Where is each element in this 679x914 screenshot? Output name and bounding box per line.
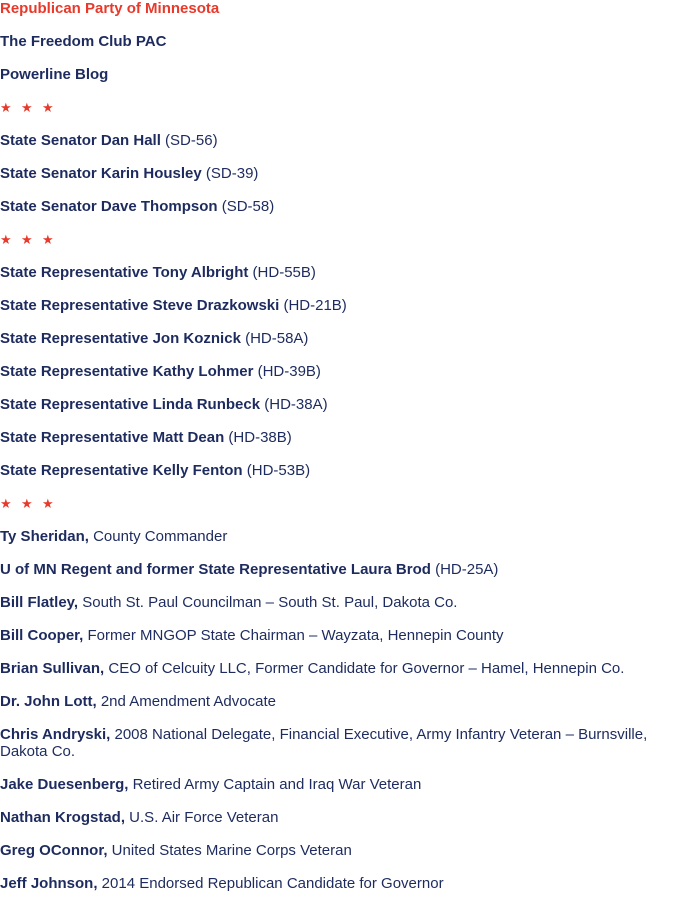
endorser-name: Bill Flatley, bbox=[0, 594, 79, 611]
endorsement-item: The Freedom Club PAC bbox=[0, 33, 679, 50]
star-icon: ★ bbox=[21, 232, 33, 247]
endorser-name: U of MN Regent and former State Represen… bbox=[0, 561, 431, 578]
endorsement-item: Ty Sheridan, County Commander bbox=[0, 528, 679, 545]
endorser-name: State Representative Kelly Fenton bbox=[0, 462, 243, 479]
endorser-name: Dr. John Lott, bbox=[0, 693, 97, 710]
star-icon: ★ bbox=[0, 232, 12, 247]
endorser-detail: CEO of Celcuity LLC, Former Candidate fo… bbox=[104, 660, 625, 677]
endorser-name: Chris Andryski, bbox=[0, 726, 111, 743]
star-icon: ★ bbox=[42, 496, 54, 511]
endorsement-item: Nathan Krogstad, U.S. Air Force Veteran bbox=[0, 809, 679, 826]
star-separator: ★ ★ ★ bbox=[0, 231, 679, 248]
endorser-detail: (SD-39) bbox=[201, 165, 259, 182]
endorser-name: Republican Party of Minnesota bbox=[0, 0, 220, 17]
endorser-name: State Senator Dan Hall bbox=[0, 132, 161, 149]
endorsement-item: State Senator Dave Thompson (SD-58) bbox=[0, 198, 679, 215]
endorser-detail: United States Marine Corps Veteran bbox=[107, 842, 352, 859]
endorser-detail: (HD-55B) bbox=[248, 264, 316, 281]
endorsement-item: Chris Andryski, 2008 National Delegate, … bbox=[0, 726, 679, 760]
endorser-detail: South St. Paul Councilman – South St. Pa… bbox=[78, 594, 458, 611]
star-separator: ★ ★ ★ bbox=[0, 99, 679, 116]
endorser-detail: County Commander bbox=[88, 528, 228, 545]
endorser-name: Brian Sullivan, bbox=[0, 660, 105, 677]
endorsement-item: State Representative Steve Drazkowski (H… bbox=[0, 297, 679, 314]
endorser-name: State Representative Matt Dean bbox=[0, 429, 225, 446]
endorsement-item: State Representative Matt Dean (HD-38B) bbox=[0, 429, 679, 446]
endorser-name: State Representative Linda Runbeck bbox=[0, 396, 261, 413]
endorser-detail: Retired Army Captain and Iraq War Vetera… bbox=[128, 776, 422, 793]
endorsement-item: Dr. John Lott, 2nd Amendment Advocate bbox=[0, 693, 679, 710]
endorsement-item: Powerline Blog bbox=[0, 66, 679, 83]
endorser-name: State Representative Tony Albright bbox=[0, 264, 249, 281]
star-icon: ★ bbox=[0, 100, 12, 115]
endorsement-item: State Representative Linda Runbeck (HD-3… bbox=[0, 396, 679, 413]
endorsement-item: Bill Cooper, Former MNGOP State Chairman… bbox=[0, 627, 679, 644]
star-icon: ★ bbox=[42, 232, 54, 247]
endorser-name: State Representative Jon Koznick bbox=[0, 330, 241, 347]
star-icon: ★ bbox=[21, 100, 33, 115]
endorsement-item: Jeff Johnson, 2014 Endorsed Republican C… bbox=[0, 875, 679, 892]
endorser-detail: (SD-58) bbox=[217, 198, 275, 215]
star-icon: ★ bbox=[21, 496, 33, 511]
endorsement-item: State Senator Dan Hall (SD-56) bbox=[0, 132, 679, 149]
star-separator: ★ ★ ★ bbox=[0, 495, 679, 512]
endorser-detail: U.S. Air Force Veteran bbox=[125, 809, 279, 826]
endorser-detail: (HD-39B) bbox=[253, 363, 321, 380]
endorser-detail: (SD-56) bbox=[160, 132, 218, 149]
endorser-name: State Senator Dave Thompson bbox=[0, 198, 218, 215]
endorsement-item: Jake Duesenberg, Retired Army Captain an… bbox=[0, 776, 679, 793]
endorser-detail: (HD-38A) bbox=[260, 396, 328, 413]
endorser-name: State Representative Steve Drazkowski bbox=[0, 297, 280, 314]
endorser-name: Greg OConnor, bbox=[0, 842, 108, 859]
endorser-detail: (HD-58A) bbox=[240, 330, 309, 347]
endorser-name: The Freedom Club PAC bbox=[0, 33, 167, 50]
endorser-name: Ty Sheridan, bbox=[0, 528, 89, 545]
endorser-name: Nathan Krogstad, bbox=[0, 809, 126, 826]
endorser-detail: (HD-53B) bbox=[242, 462, 311, 479]
endorser-detail: (HD-25A) bbox=[430, 561, 499, 578]
endorsement-item: Brian Sullivan, CEO of Celcuity LLC, For… bbox=[0, 660, 679, 677]
endorsement-item: U of MN Regent and former State Represen… bbox=[0, 561, 679, 578]
endorser-name: Powerline Blog bbox=[0, 66, 109, 83]
endorsement-item: State Representative Tony Albright (HD-5… bbox=[0, 264, 679, 281]
endorsement-item: State Senator Karin Housley (SD-39) bbox=[0, 165, 679, 182]
endorsement-item: State Representative Kelly Fenton (HD-53… bbox=[0, 462, 679, 479]
endorser-detail: 2nd Amendment Advocate bbox=[96, 693, 276, 710]
endorser-detail: 2014 Endorsed Republican Candidate for G… bbox=[97, 875, 444, 892]
endorser-detail: (HD-21B) bbox=[279, 297, 347, 314]
endorser-name: Jeff Johnson, bbox=[0, 875, 98, 892]
endorser-name: State Senator Karin Housley bbox=[0, 165, 202, 182]
endorser-name: State Representative Kathy Lohmer bbox=[0, 363, 254, 380]
star-icon: ★ bbox=[42, 100, 54, 115]
endorsement-list: Republican Party of Minnesota The Freedom… bbox=[0, 0, 679, 892]
endorsement-item: Bill Flatley, South St. Paul Councilman … bbox=[0, 594, 679, 611]
endorser-name: Bill Cooper, bbox=[0, 627, 84, 644]
endorser-detail: 2008 National Delegate, Financial Execut… bbox=[0, 726, 648, 760]
endorser-name: Jake Duesenberg, bbox=[0, 776, 129, 793]
endorser-detail: Former MNGOP State Chairman – Wayzata, H… bbox=[83, 627, 504, 644]
endorsement-item: Republican Party of Minnesota bbox=[0, 0, 679, 17]
endorsement-item: State Representative Jon Koznick (HD-58A… bbox=[0, 330, 679, 347]
endorser-detail: (HD-38B) bbox=[224, 429, 292, 446]
endorsement-item: Greg OConnor, United States Marine Corps… bbox=[0, 842, 679, 859]
endorsement-item: State Representative Kathy Lohmer (HD-39… bbox=[0, 363, 679, 380]
star-icon: ★ bbox=[0, 496, 12, 511]
